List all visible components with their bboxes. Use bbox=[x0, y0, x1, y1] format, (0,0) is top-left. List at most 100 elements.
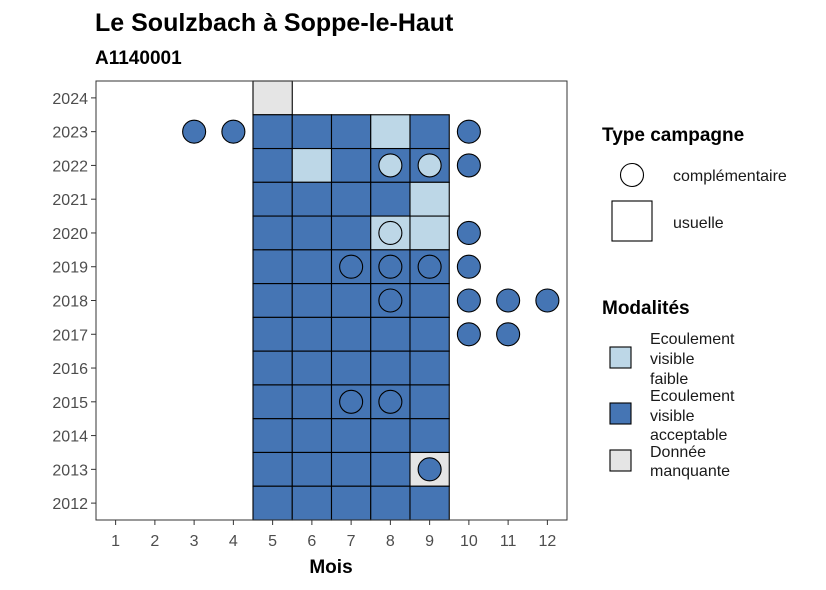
point-2015-8 bbox=[378, 389, 403, 414]
y-tick-label: 2013 bbox=[52, 462, 88, 479]
point-2019-8 bbox=[378, 254, 403, 279]
cell-2022-7 bbox=[330, 147, 372, 183]
legend-manquante-line2: manquante bbox=[650, 463, 730, 480]
point-2018-11 bbox=[496, 288, 521, 313]
cell-2023-9 bbox=[409, 114, 450, 150]
cell-2021-8 bbox=[370, 181, 411, 217]
cell-2015-5 bbox=[252, 384, 293, 420]
cell-2012-5 bbox=[252, 485, 293, 521]
cell-2020-9 bbox=[409, 215, 450, 251]
cell-2015-9 bbox=[409, 384, 450, 420]
legend-faible-swatch bbox=[609, 346, 632, 369]
legend-modalites: Modalités Ecoulement visible faible Ecou… bbox=[602, 298, 735, 480]
cell-2016-7 bbox=[330, 350, 372, 386]
cell-2017-8 bbox=[370, 316, 411, 352]
y-tick-label: 2018 bbox=[52, 294, 88, 311]
point-2018-8 bbox=[378, 288, 403, 313]
cell-2017-9 bbox=[409, 316, 450, 352]
legend-faible-line2: visible bbox=[650, 351, 695, 368]
legend-square-swatch bbox=[611, 200, 653, 242]
cell-2017-6 bbox=[291, 316, 333, 352]
cell-2022-6 bbox=[291, 147, 333, 183]
cell-2016-9 bbox=[409, 350, 450, 386]
cell-2014-7 bbox=[330, 418, 372, 454]
x-tick-label: 6 bbox=[307, 533, 316, 550]
point-2018-12 bbox=[535, 288, 560, 313]
legend-manquante-line1: Donnée bbox=[650, 444, 706, 461]
legend-type-title: Type campagne bbox=[602, 125, 744, 146]
x-tick-label: 11 bbox=[500, 533, 517, 550]
cell-2021-9 bbox=[409, 181, 450, 217]
x-tick-label: 7 bbox=[347, 533, 356, 550]
legend-manquante-swatch bbox=[609, 449, 632, 472]
point-2022-8 bbox=[378, 153, 403, 178]
cell-2018-5 bbox=[252, 283, 293, 318]
point-2020-8 bbox=[378, 220, 403, 246]
cell-2013-8 bbox=[370, 451, 411, 487]
x-tick-label: 1 bbox=[111, 533, 120, 550]
cell-2013-6 bbox=[291, 451, 333, 487]
cell-2012-8 bbox=[370, 485, 411, 521]
legend-faible-line1: Ecoulement bbox=[650, 331, 735, 348]
cell-2014-8 bbox=[370, 418, 411, 454]
x-tick-label: 2 bbox=[150, 533, 159, 550]
cell-2012-7 bbox=[330, 485, 372, 521]
legend-type-complementaire-label: complémentaire bbox=[673, 168, 787, 185]
y-axis: 2012 2013 2014 2015 2016 2017 2018 2019 2020 2021… bbox=[52, 91, 96, 513]
point-2013-9 bbox=[417, 457, 442, 482]
y-tick-label: 2022 bbox=[52, 158, 88, 175]
legend-acceptable-swatch bbox=[609, 402, 632, 425]
point-2017-10 bbox=[456, 322, 481, 347]
cell-2020-7 bbox=[330, 215, 372, 251]
cell-2018-7 bbox=[330, 283, 372, 318]
cell-2019-6 bbox=[291, 249, 333, 285]
legend-acceptable-line1: Ecoulement bbox=[650, 388, 735, 405]
cell-2018-6 bbox=[291, 283, 333, 318]
y-tick-label: 2015 bbox=[52, 395, 88, 412]
cell-2023-8 bbox=[370, 114, 411, 150]
x-axis-title: Mois bbox=[309, 557, 352, 578]
x-tick-label: 4 bbox=[229, 533, 238, 550]
point-2019-10 bbox=[456, 254, 481, 279]
y-tick-label: 2019 bbox=[52, 260, 88, 277]
legend-acceptable-line2: visible bbox=[650, 408, 695, 425]
y-tick-label: 2024 bbox=[52, 91, 88, 108]
point-2023-3 bbox=[182, 119, 207, 144]
cell-2019-5 bbox=[252, 249, 293, 285]
x-tick-label: 12 bbox=[538, 533, 556, 550]
legend-acceptable-line3: acceptable bbox=[650, 427, 727, 444]
legend-faible-line3: faible bbox=[650, 371, 688, 388]
x-tick-label: 9 bbox=[425, 533, 434, 550]
point-2020-10 bbox=[456, 220, 481, 246]
legend-type-campagne: Type campagne complémentaire usuelle bbox=[602, 125, 787, 242]
x-axis: 1 2 3 4 5 6 7 8 9 10 11 12 bbox=[111, 520, 556, 550]
point-2023-4 bbox=[221, 119, 246, 144]
cell-2017-5 bbox=[252, 316, 293, 352]
legend-modalites-title: Modalités bbox=[602, 298, 690, 319]
cell-2016-6 bbox=[291, 350, 333, 386]
point-2019-9 bbox=[417, 254, 442, 279]
x-tick-label: 5 bbox=[268, 533, 277, 550]
y-tick-label: 2016 bbox=[52, 361, 88, 378]
cell-2023-7 bbox=[330, 114, 372, 150]
cell-2014-5 bbox=[252, 418, 293, 454]
chart-title: Le Soulzbach à Soppe-le-Haut bbox=[95, 9, 454, 37]
chart-subtitle: A1140001 bbox=[95, 48, 182, 69]
point-2017-11 bbox=[496, 322, 521, 347]
cell-2016-5 bbox=[252, 350, 293, 386]
complementaire-markers bbox=[182, 119, 560, 482]
cell-2015-6 bbox=[291, 384, 333, 420]
cell-2013-7 bbox=[330, 451, 372, 487]
cell-2018-9 bbox=[409, 283, 450, 318]
y-tick-label: 2014 bbox=[52, 429, 88, 446]
cell-2023-5 bbox=[252, 114, 293, 150]
point-2022-10 bbox=[456, 153, 481, 178]
cell-2014-6 bbox=[291, 418, 333, 454]
cell-2023-6 bbox=[291, 114, 333, 150]
cell-2021-5 bbox=[252, 181, 293, 217]
heatmap-cells bbox=[252, 80, 450, 521]
cell-2021-6 bbox=[291, 181, 333, 217]
point-2023-10 bbox=[456, 119, 481, 144]
y-tick-label: 2012 bbox=[52, 496, 88, 513]
